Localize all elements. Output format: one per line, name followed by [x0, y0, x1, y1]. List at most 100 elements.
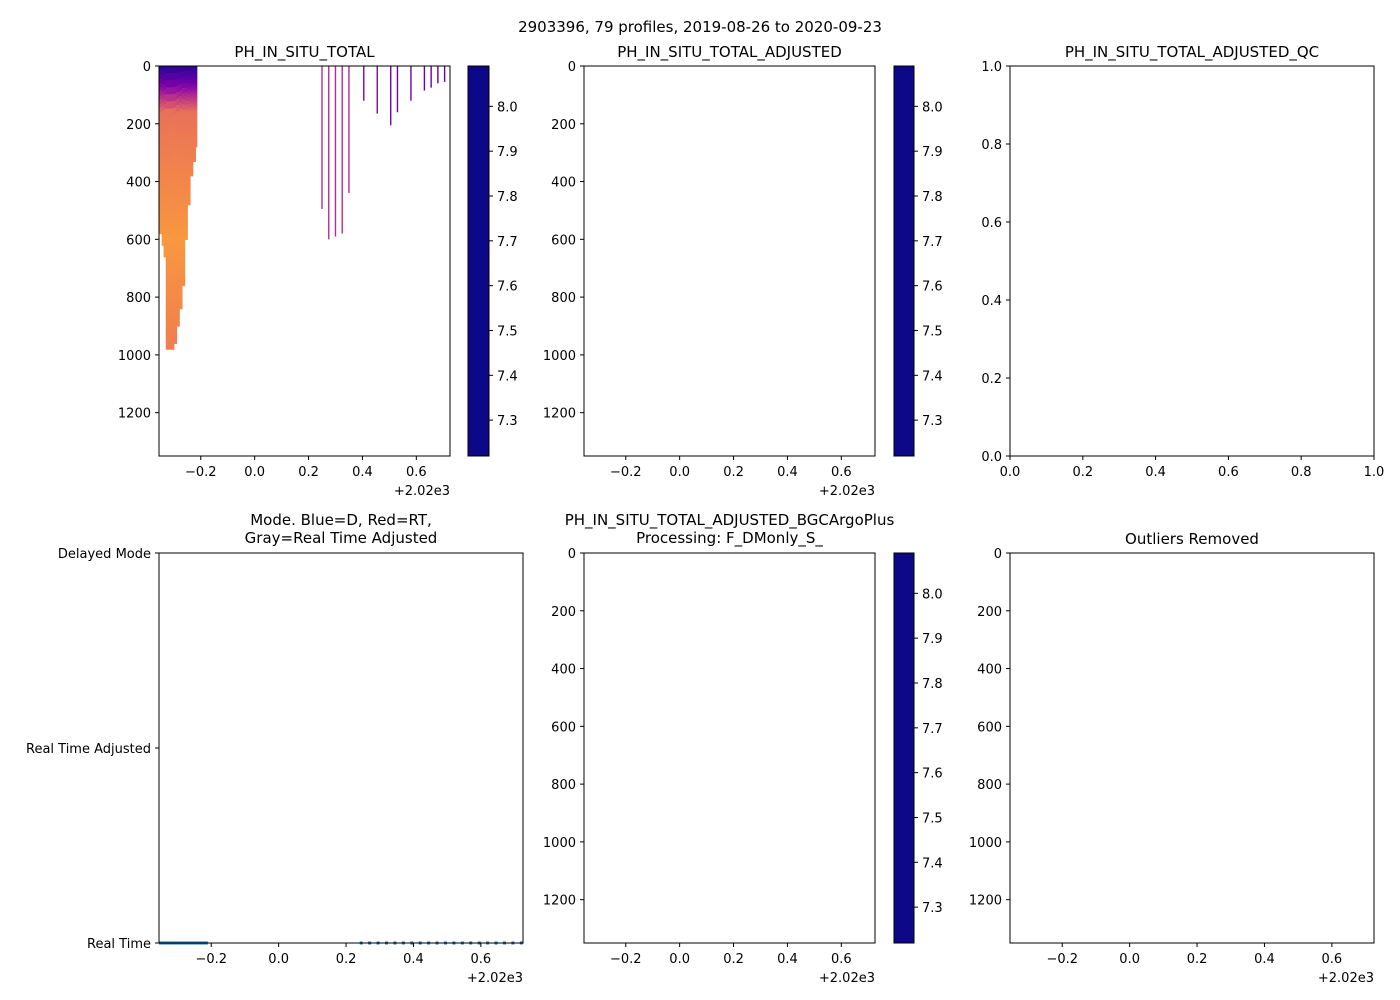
heatmap-cell [171, 136, 175, 145]
heatmap-cell [171, 264, 175, 272]
x-tick-label: 0.2 [723, 952, 744, 967]
heatmap-cell [184, 122, 188, 128]
heatmap-cell [184, 213, 188, 219]
heatmap-cell [171, 158, 175, 166]
heatmap-cell [184, 200, 188, 206]
heatmap-cell [187, 83, 191, 88]
heatmap-cell [189, 131, 194, 136]
heatmap-cell [173, 301, 178, 310]
heatmap-cell [189, 82, 194, 86]
heatmap-cell [173, 149, 178, 157]
heatmap-cell [189, 126, 194, 130]
colorbar-tick-label: 7.3 [922, 414, 943, 429]
heatmap-cell [181, 230, 186, 237]
heatmap-cell [165, 306, 170, 315]
heatmap-cell [173, 72, 178, 81]
heatmap-cell [184, 79, 188, 84]
y-tick-label: 1000 [118, 349, 151, 364]
heatmap-cell [173, 197, 178, 206]
colorbar-tick-label: 8.0 [497, 100, 518, 115]
colorbar-tick-label: 7.8 [922, 677, 943, 692]
heatmap-cell [189, 112, 194, 116]
heatmap-cell [189, 148, 194, 152]
colorbar-frame [467, 65, 490, 457]
heatmap-cell [179, 132, 183, 140]
heatmap-cell [168, 186, 172, 194]
heatmap-cell [176, 241, 180, 249]
heatmap-cell [184, 126, 188, 132]
heatmap-cell [179, 266, 183, 273]
heatmap-cell [171, 73, 175, 81]
y-tick-label: 600 [551, 233, 576, 248]
heatmap-cell [168, 257, 172, 265]
heatmap-cell [192, 123, 196, 127]
heatmap-cell [171, 271, 175, 279]
x-tick-label: 0.4 [1254, 952, 1275, 967]
heatmap-cell [159, 107, 163, 113]
heatmap-cell [184, 113, 188, 119]
heatmap-cell [179, 223, 183, 231]
heatmap-cell [176, 176, 180, 184]
heatmap-cell [189, 120, 194, 125]
plot-frame [583, 65, 876, 457]
heatmap-cell [163, 127, 167, 134]
heatmap-cell [189, 134, 194, 138]
heatmap-cell [173, 93, 178, 102]
heatmap-cell [163, 104, 167, 110]
heatmap-cell [176, 163, 180, 171]
heatmap-cell [184, 222, 188, 227]
y-tick-label: 400 [977, 663, 1002, 678]
heatmap-cell [181, 137, 186, 144]
y-tick-label: 0 [568, 60, 576, 75]
y-tick-label: 600 [126, 233, 151, 248]
heatmap-cell [168, 136, 172, 145]
heatmap-cell [176, 85, 180, 93]
heatmap-cell [184, 196, 188, 201]
heatmap-cell [179, 211, 183, 219]
heatmap-cell [168, 271, 172, 279]
heatmap-cell [173, 260, 178, 268]
heatmap-cell [176, 157, 180, 165]
heatmap-cell [181, 148, 186, 155]
heatmap-cell [173, 163, 178, 171]
heatmap-cell [159, 191, 163, 197]
heatmap-cell [179, 181, 183, 188]
heatmap-cell [176, 137, 180, 145]
heatmap-cell [176, 306, 180, 314]
heatmap-cell [179, 254, 183, 261]
heatmap-cell [184, 165, 188, 171]
heatmap-cell [163, 223, 167, 229]
heatmap-cell [179, 126, 183, 134]
heatmap-cell [163, 89, 167, 96]
y-tick-label: Delayed Mode [58, 547, 151, 562]
y-tick-label: 0.2 [981, 372, 1002, 387]
heatmap-cell [181, 225, 186, 232]
heatmap-cell [187, 100, 191, 105]
heatmap-cell [189, 159, 194, 163]
heatmap-cell [168, 320, 172, 329]
heatmap-cell [179, 66, 183, 73]
heatmap-cell [171, 150, 175, 159]
heatmap-cell [181, 126, 186, 133]
heatmap-cell [163, 132, 167, 139]
heatmap-cell [168, 327, 172, 336]
heatmap-cell [187, 180, 191, 185]
heatmap-cell [161, 83, 165, 89]
heatmap-cell [173, 308, 178, 317]
plot-title: PH_IN_SITU_TOTAL [234, 43, 375, 62]
y-tick-label: 1200 [543, 894, 576, 909]
colorbar-tick-label: 7.9 [922, 145, 943, 160]
panel-mode: −0.2 0.0 0.2 0.4 0.6 +2.02e3 Real Time Real Tim… [26, 511, 524, 986]
heatmap-cell [192, 68, 196, 72]
heatmap-cell [184, 135, 188, 141]
colorbar-tick-label: 7.4 [922, 856, 943, 871]
heatmap-cell [163, 237, 167, 243]
heatmap-cell [192, 66, 196, 69]
heatmap-cell [189, 90, 194, 95]
colorbar-fill [894, 553, 914, 943]
heatmap-cell [168, 306, 172, 315]
heatmap-cell [179, 138, 183, 146]
heatmap-cell [179, 205, 183, 213]
plot-frame [158, 65, 451, 457]
heatmap-cell [187, 114, 191, 119]
